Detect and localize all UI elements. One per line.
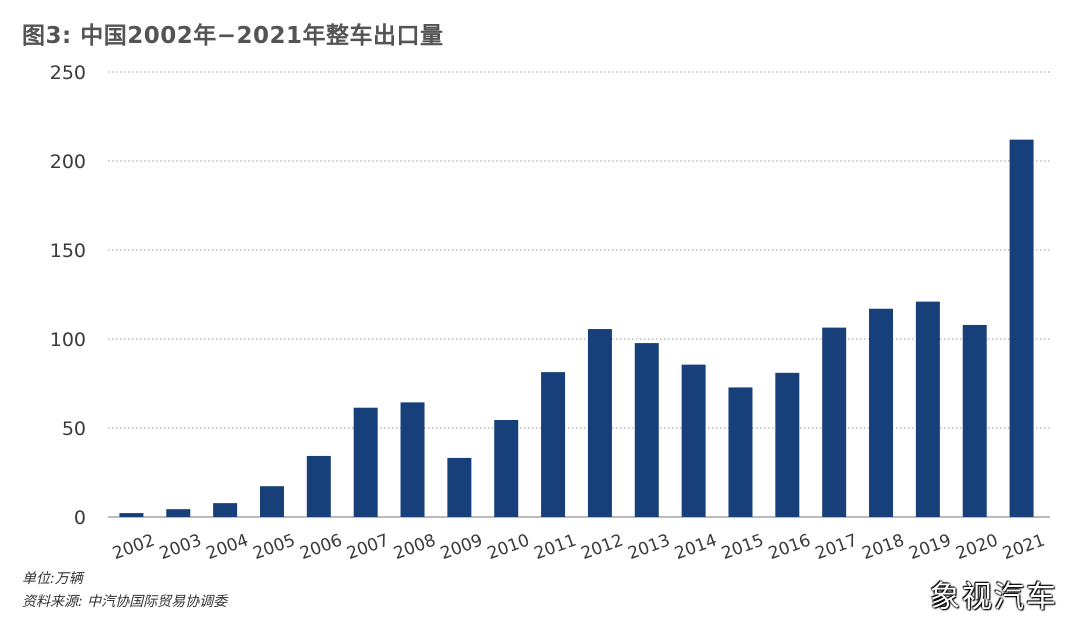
x-tick-label: 2002 xyxy=(110,531,157,565)
x-tick-label: 2008 xyxy=(391,531,438,565)
x-tick-label: 2007 xyxy=(344,531,391,565)
bar xyxy=(259,486,284,517)
x-tick-label: 2012 xyxy=(578,531,625,565)
bar xyxy=(353,407,378,517)
unit-note: 单位:万辆 xyxy=(22,571,83,587)
bar xyxy=(587,329,612,517)
bar xyxy=(213,503,238,517)
x-tick-label: 2006 xyxy=(297,531,344,565)
y-tick-label: 0 xyxy=(74,507,86,529)
x-tick-label: 2019 xyxy=(906,531,953,565)
x-tick-label: 2018 xyxy=(860,531,907,565)
x-tick-label: 2021 xyxy=(1000,531,1047,565)
chart-title: 图3: 中国2002年−2021年整车出口量 xyxy=(22,23,444,49)
bar xyxy=(447,457,472,517)
bar xyxy=(1009,139,1034,517)
bar xyxy=(775,372,800,517)
bar xyxy=(400,402,425,517)
bar xyxy=(728,387,753,517)
x-tick-label: 2015 xyxy=(719,531,766,565)
bar xyxy=(541,372,566,517)
bar xyxy=(306,455,331,517)
bar xyxy=(119,513,144,517)
x-tick-label: 2004 xyxy=(204,531,251,565)
bar xyxy=(634,343,659,517)
bar xyxy=(869,308,894,517)
y-tick-label: 250 xyxy=(50,62,86,84)
x-tick-label: 2017 xyxy=(813,531,860,565)
x-tick-label: 2005 xyxy=(251,531,298,565)
y-tick-label: 150 xyxy=(50,240,86,262)
bar xyxy=(822,327,847,517)
y-tick-label: 50 xyxy=(62,418,86,440)
x-tick-label: 2009 xyxy=(438,531,485,565)
bar xyxy=(962,324,987,517)
x-tick-label: 2010 xyxy=(485,531,532,565)
y-tick-label: 200 xyxy=(50,151,86,173)
x-tick-label: 2011 xyxy=(532,531,579,565)
x-tick-label: 2014 xyxy=(672,531,719,565)
y-tick-label: 100 xyxy=(50,329,86,351)
x-tick-label: 2003 xyxy=(157,531,204,565)
bar xyxy=(915,301,940,517)
x-tick-label: 2013 xyxy=(625,531,672,565)
bar xyxy=(681,364,706,517)
source-note: 资料来源: 中汽协国际贸易协调委 xyxy=(22,594,228,610)
x-tick-label: 2016 xyxy=(766,531,813,565)
watermark: 象视汽车 xyxy=(930,580,1058,615)
x-tick-label: 2020 xyxy=(953,531,1000,565)
bar xyxy=(166,509,191,517)
bar xyxy=(494,419,519,517)
